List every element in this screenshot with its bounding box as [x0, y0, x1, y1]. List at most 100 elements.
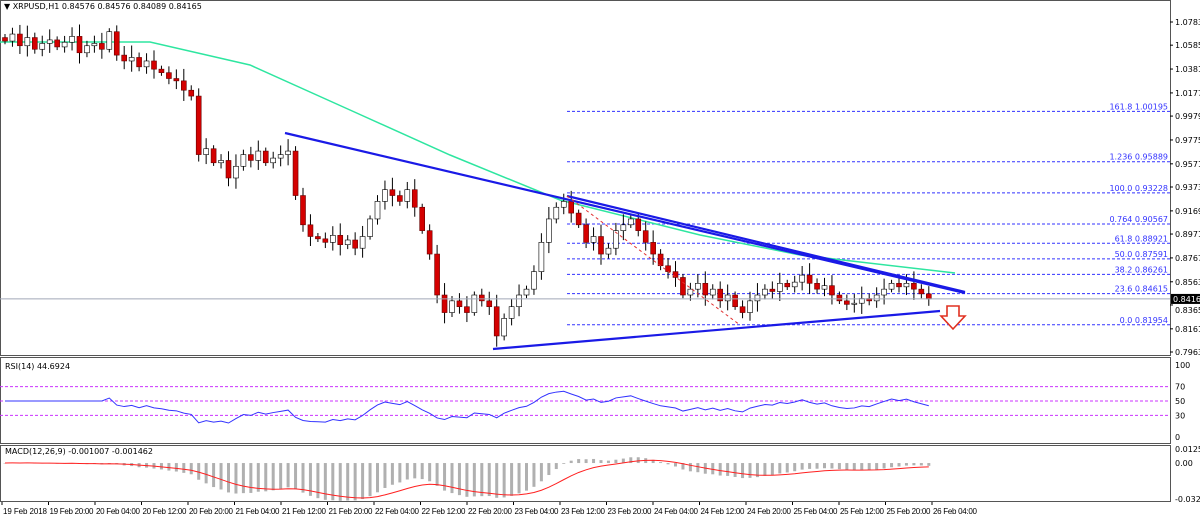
bear-candle — [210, 148, 217, 164]
bear-candle — [844, 300, 850, 305]
bull-candle — [39, 43, 46, 50]
macd-histogram-bar — [510, 463, 514, 496]
macd-histogram-bar — [197, 463, 201, 480]
bull-candle — [531, 271, 537, 290]
macd-histogram-bar — [450, 463, 454, 494]
bull-candle — [285, 150, 291, 155]
macd-signal-line — [4, 459, 929, 499]
bear-candle — [151, 60, 157, 70]
macd-histogram-bar — [927, 463, 931, 466]
macd-histogram-bar — [174, 463, 178, 472]
macd-histogram-bar — [264, 463, 268, 492]
macd-histogram-bar — [733, 463, 737, 477]
macd-histogram-bar — [271, 463, 275, 491]
time-tick-label: 26 Feb 04:00 — [933, 507, 978, 516]
macd-histogram-bar — [629, 457, 633, 464]
bear-candle — [195, 95, 202, 155]
bear-candle — [188, 89, 195, 97]
macd-histogram-bar — [308, 463, 312, 496]
bull-candle — [143, 60, 150, 68]
macd-histogram-bar — [331, 463, 335, 501]
bull-candle — [203, 148, 209, 155]
bull-candle — [762, 288, 768, 296]
time-tick-label: 21 Feb 04:00 — [236, 507, 281, 516]
macd-histogram-bar — [279, 463, 283, 489]
macd-histogram-bar — [912, 463, 916, 466]
bear-candle — [300, 195, 306, 226]
time-tick-label: 23 Feb 20:00 — [608, 507, 653, 516]
macd-histogram-bar — [674, 463, 677, 467]
macd-histogram-bar — [763, 463, 767, 476]
macd-histogram-bar — [688, 463, 692, 472]
bull-candle — [329, 235, 336, 243]
bear-candle — [680, 277, 686, 296]
time-tick-label: 20 Feb 20:00 — [189, 507, 234, 516]
bull-candle — [367, 218, 373, 237]
macd-histogram-bar — [823, 463, 826, 469]
bull-candle — [546, 218, 552, 243]
bear-candle — [635, 218, 642, 231]
time-tick-label: 24 Feb 04:00 — [654, 507, 699, 516]
bear-candle — [434, 253, 440, 296]
macd-histogram-bar — [741, 463, 745, 479]
fib-level-label: 61.8 0.88921 — [1115, 234, 1168, 243]
macd-histogram-bar — [636, 457, 640, 464]
bull-candle — [218, 160, 224, 164]
macd-histogram-bar — [547, 463, 551, 476]
price-tick-label: 0.97750 — [1175, 136, 1200, 145]
bull-candle — [724, 294, 731, 302]
bull-candle — [851, 302, 858, 305]
current-price-label: 0.84165 — [1173, 295, 1200, 304]
rsi-label: RSI(14) 44.6924 — [5, 362, 71, 371]
macd-histogram-bar — [577, 459, 581, 464]
macd-histogram-bar — [554, 463, 558, 470]
bear-candle — [598, 236, 604, 255]
macd-histogram-bar — [666, 463, 670, 465]
bull-candle — [359, 236, 366, 249]
bull-candle — [747, 300, 753, 313]
macd-histogram-bar — [346, 463, 350, 501]
bull-candle — [873, 294, 880, 302]
macd-histogram-bar — [368, 463, 372, 497]
macd-histogram-bar — [316, 463, 320, 499]
bull-candle — [538, 242, 545, 272]
macd-histogram-bar — [532, 463, 536, 487]
time-tick-label: 25 Feb 20:00 — [887, 507, 932, 516]
descending-trendline-inner — [566, 194, 966, 294]
macd-histogram-bar — [860, 463, 864, 471]
macd-histogram-bar — [361, 463, 365, 500]
macd-histogram-bar — [592, 458, 596, 464]
time-tick-label: 22 Feb 04:00 — [375, 507, 420, 516]
macd-histogram-bar — [875, 463, 879, 470]
bear-candle — [739, 306, 746, 313]
macd-histogram-bar — [353, 463, 357, 501]
macd-tick-label: 0.00 — [1175, 459, 1193, 468]
bear-candle — [337, 235, 344, 245]
macd-histogram-bar — [748, 463, 752, 478]
bear-candle — [322, 238, 329, 243]
time-tick-label: 25 Feb 12:00 — [840, 507, 885, 516]
fib-level-label: 0.764 0.90567 — [1109, 215, 1168, 224]
ascending-trendline — [492, 309, 941, 351]
bear-candle — [456, 300, 463, 308]
bull-candle — [374, 201, 381, 220]
bear-candle — [292, 150, 299, 196]
macd-histogram-bar — [606, 460, 610, 464]
bear-candle — [262, 150, 269, 164]
bear-candle — [911, 283, 917, 290]
bull-candle — [404, 189, 411, 202]
macd-histogram-bar — [323, 463, 327, 500]
macd-histogram-bar — [815, 463, 819, 469]
bear-candle — [464, 306, 470, 313]
macd-histogram-bar — [189, 463, 193, 475]
bull-candle — [128, 57, 135, 62]
macd-histogram-bar — [383, 463, 387, 488]
macd-histogram-bar — [517, 463, 521, 494]
macd-histogram-bar — [182, 463, 186, 473]
time-tick-label: 21 Feb 12:00 — [282, 507, 327, 516]
bear-candle — [307, 224, 314, 237]
macd-histogram-bar — [621, 458, 625, 464]
macd-histogram-bar — [830, 463, 834, 469]
price-tick-label: 1.05850 — [1175, 41, 1200, 50]
